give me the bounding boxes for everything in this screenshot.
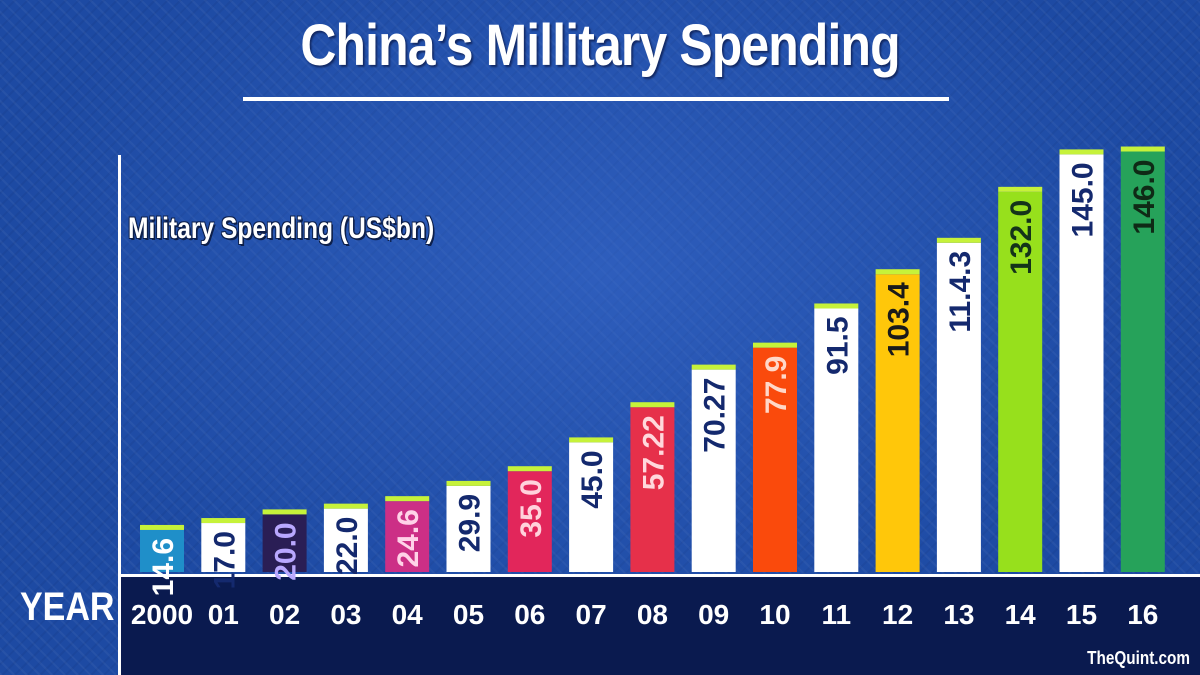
- bar-value-label: 22.0: [331, 517, 364, 575]
- bar: [875, 274, 920, 572]
- bar-value-label: 14.6: [147, 538, 180, 596]
- y-axis-line: [118, 155, 121, 675]
- x-tick-label: 10: [759, 599, 790, 630]
- bar: [507, 471, 552, 572]
- x-tick-label: 16: [1127, 599, 1158, 630]
- x-tick-label: 03: [330, 599, 361, 630]
- bar: [814, 308, 859, 572]
- x-tick-label: 12: [882, 599, 913, 630]
- bar-cap: [691, 364, 736, 370]
- bar-cap: [936, 237, 981, 243]
- bar: [385, 501, 430, 572]
- x-tick-label: 2000: [131, 599, 193, 630]
- bar: [569, 442, 614, 572]
- x-axis-line: [120, 574, 1200, 577]
- bar-value-label: 29.9: [454, 494, 487, 552]
- bar-value-label: 57.22: [637, 415, 670, 490]
- bar-value-label: 24.6: [392, 509, 425, 567]
- bar-cap: [323, 503, 368, 509]
- chart-title: China’s Millitary Spending: [300, 13, 900, 78]
- bar: [140, 529, 184, 572]
- watermark: TheQuint.com: [1087, 648, 1190, 668]
- title-underline: [243, 97, 949, 101]
- bar-cap: [814, 303, 859, 309]
- bar-cap: [140, 524, 184, 530]
- bar: [630, 407, 675, 572]
- series-label: Military Spending (US$bn): [128, 212, 435, 245]
- bar: [936, 242, 981, 573]
- bar: [262, 514, 307, 572]
- bar-value-label: 45.0: [576, 450, 609, 508]
- bar-cap: [262, 509, 307, 515]
- bar-value-label: 145.0: [1067, 162, 1100, 237]
- bar-cap: [630, 402, 675, 408]
- bar: [691, 369, 736, 572]
- x-tick-label: 15: [1066, 599, 1097, 630]
- bar: [1059, 154, 1104, 572]
- bar-cap: [1059, 149, 1104, 155]
- bar-value-label: 146.0: [1128, 160, 1161, 235]
- bar-value-label: 20.0: [270, 522, 303, 580]
- x-tick-label: 04: [392, 599, 424, 630]
- bar-value-label: 70.27: [699, 378, 732, 453]
- bar-cap: [507, 466, 552, 472]
- x-tick-label: 13: [943, 599, 974, 630]
- x-tick-label: 14: [1005, 599, 1037, 630]
- bar-cap: [446, 480, 491, 486]
- bar-value-label: 91.5: [821, 316, 854, 374]
- bar-value-label: 77.9: [760, 356, 793, 414]
- bar-value-label: 11.4.3: [944, 251, 977, 333]
- bar-cap: [753, 342, 797, 348]
- bar-cap: [569, 437, 614, 443]
- bar-value-label: 132.0: [1005, 200, 1038, 275]
- bar: [446, 485, 491, 572]
- x-axis-band: [120, 574, 1200, 675]
- bar-cap: [385, 496, 430, 502]
- bar-value-label: 17.0: [208, 531, 241, 589]
- bar-cap: [1120, 146, 1165, 152]
- bar-cap: [875, 269, 920, 275]
- x-tick-label: 06: [514, 599, 545, 630]
- x-tick-label: 01: [208, 599, 239, 630]
- bar: [753, 347, 797, 572]
- x-tick-label: 08: [637, 599, 668, 630]
- bar-cap: [998, 186, 1043, 192]
- bar: [323, 508, 368, 572]
- x-tick-label: 05: [453, 599, 484, 630]
- bar: [201, 523, 246, 572]
- bar: [998, 191, 1043, 572]
- x-tick-label: 07: [576, 599, 607, 630]
- bar-value-label: 103.4: [883, 282, 916, 357]
- x-tick-label: 11: [821, 599, 851, 630]
- x-tick-label: 09: [698, 599, 729, 630]
- bar-value-label: 35.0: [515, 479, 548, 537]
- x-tick-label: 02: [269, 599, 300, 630]
- bar-cap: [201, 518, 246, 524]
- x-axis-label: YEAR: [20, 585, 115, 629]
- bar: [1120, 151, 1165, 572]
